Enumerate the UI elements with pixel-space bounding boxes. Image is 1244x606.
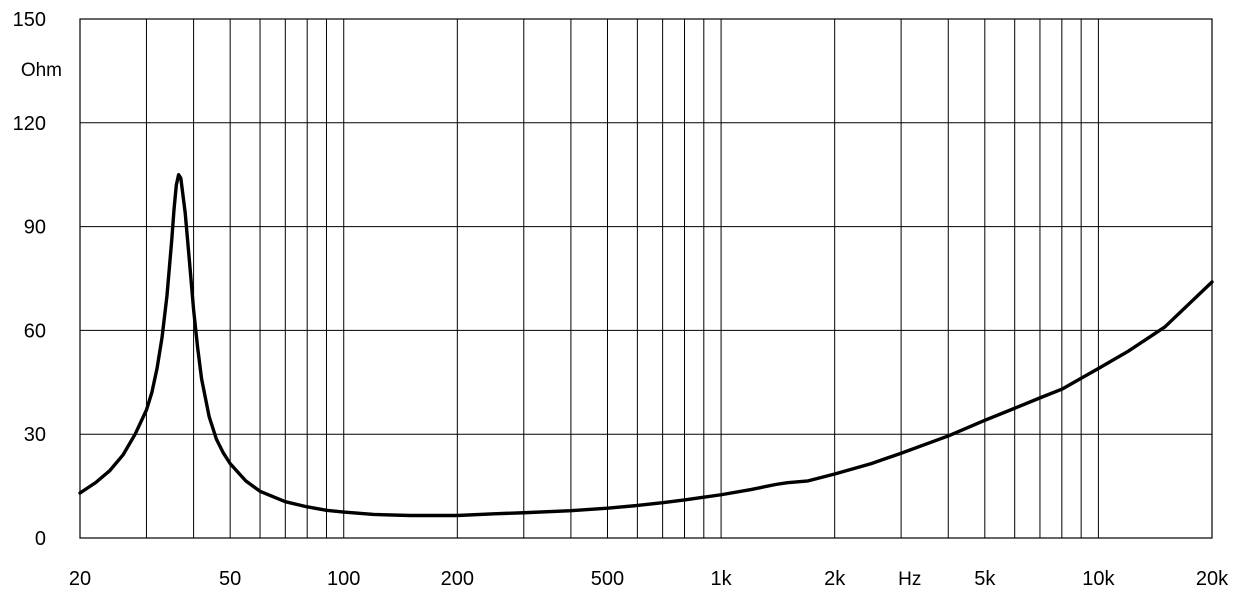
impedance-curve-layer: [78, 173, 1214, 518]
x-tick-label: 1k: [711, 568, 733, 590]
x-tick-label: 5k: [974, 568, 996, 590]
x-tick-label: 200: [441, 568, 474, 590]
x-axis-unit-label: Hz: [898, 569, 921, 590]
y-tick-label: 150: [13, 9, 46, 31]
y-axis-unit-label: Ohm: [21, 60, 62, 81]
y-tick-label: 60: [24, 320, 46, 342]
x-tick-label: 10k: [1082, 568, 1115, 590]
x-tick-label: 20k: [1196, 568, 1229, 590]
x-tick-label: 50: [219, 568, 241, 590]
y-tick-label: 0: [35, 528, 46, 550]
impedance-curve: [78, 173, 1214, 518]
grid-lines: [79, 18, 1213, 539]
y-tick-label: 30: [24, 424, 46, 446]
x-tick-label: 2k: [824, 568, 846, 590]
y-tick-label: 90: [24, 217, 46, 239]
y-tick-label: 120: [13, 113, 46, 135]
plot-frame: [79, 18, 1213, 539]
axis-labels: 20 50 100 200 500 1k 2k 5k 10k 20k Hz 0 30 60 90 120 150…: [13, 9, 1229, 590]
x-tick-label: 500: [591, 568, 624, 590]
x-tick-label: 100: [327, 568, 360, 590]
x-tick-label: 20: [69, 568, 91, 590]
